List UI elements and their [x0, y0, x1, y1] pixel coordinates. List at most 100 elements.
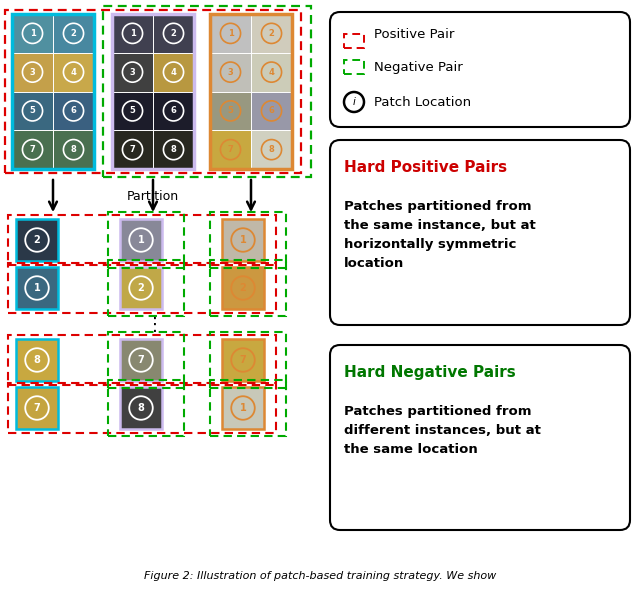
Text: Patches partitioned from
the same instance, but at
horizontally symmetric
locati: Patches partitioned from the same instan… — [344, 200, 536, 270]
Bar — [120, 387, 162, 429]
Bar — [53, 53, 94, 92]
Bar — [120, 219, 162, 261]
Text: 6: 6 — [269, 106, 275, 115]
Bar — [112, 14, 194, 169]
Text: 4: 4 — [70, 67, 76, 77]
Text: 1: 1 — [239, 403, 246, 413]
Bar — [222, 219, 264, 261]
Bar — [251, 92, 292, 130]
Text: 3: 3 — [228, 67, 234, 77]
Bar — [12, 14, 94, 169]
Text: 7: 7 — [239, 355, 246, 365]
Bar — [12, 92, 53, 130]
Text: 8: 8 — [138, 403, 145, 413]
FancyBboxPatch shape — [330, 140, 630, 325]
Bar — [112, 130, 153, 169]
Bar — [112, 14, 153, 53]
Bar — [120, 339, 162, 381]
Bar — [344, 34, 364, 48]
Bar — [8, 263, 276, 313]
Bar — [210, 212, 286, 268]
Bar — [222, 267, 264, 309]
Bar — [210, 260, 286, 316]
Bar — [12, 14, 53, 53]
Bar — [222, 387, 264, 429]
Text: Partition: Partition — [127, 190, 179, 203]
Bar — [112, 53, 153, 92]
Bar — [153, 14, 194, 53]
Bar — [108, 260, 184, 316]
Text: 2: 2 — [34, 235, 40, 245]
Bar — [16, 387, 58, 429]
Text: Negative Pair: Negative Pair — [374, 60, 463, 73]
Text: 4: 4 — [269, 67, 275, 77]
Text: 3: 3 — [130, 67, 136, 77]
Text: 2: 2 — [171, 29, 177, 38]
Bar — [53, 14, 94, 53]
Bar — [16, 267, 58, 309]
Text: 7: 7 — [34, 403, 40, 413]
Bar — [120, 339, 162, 381]
Bar — [120, 267, 162, 309]
Text: Patch Location: Patch Location — [374, 96, 471, 109]
Bar — [8, 383, 276, 433]
FancyBboxPatch shape — [330, 12, 630, 127]
Text: 6: 6 — [171, 106, 177, 115]
Bar — [53, 92, 94, 130]
Text: i: i — [353, 97, 355, 107]
Bar — [153, 53, 194, 92]
Circle shape — [344, 92, 364, 112]
Text: 8: 8 — [33, 355, 40, 365]
Bar — [222, 339, 264, 381]
Text: 2: 2 — [138, 283, 145, 293]
Text: Hard Positive Pairs: Hard Positive Pairs — [344, 161, 507, 176]
Bar — [222, 219, 264, 261]
Bar — [210, 130, 251, 169]
Text: Hard Negative Pairs: Hard Negative Pairs — [344, 365, 516, 381]
Bar — [12, 53, 53, 92]
Bar — [222, 387, 264, 429]
Text: 1: 1 — [129, 29, 136, 38]
Bar — [16, 339, 58, 381]
Text: 4: 4 — [171, 67, 177, 77]
Text: 3: 3 — [29, 67, 35, 77]
Bar — [12, 130, 53, 169]
Bar — [120, 267, 162, 309]
Bar — [210, 14, 292, 169]
Bar — [210, 332, 286, 388]
Bar — [108, 212, 184, 268]
Bar — [153, 130, 194, 169]
Text: 7: 7 — [138, 355, 145, 365]
Text: 1: 1 — [34, 283, 40, 293]
Bar — [103, 6, 311, 177]
Text: 5: 5 — [29, 106, 35, 115]
Bar — [120, 387, 162, 429]
Text: 1: 1 — [239, 235, 246, 245]
Bar — [16, 267, 58, 309]
Bar — [222, 267, 264, 309]
Text: Patches partitioned from
different instances, but at
the same location: Patches partitioned from different insta… — [344, 405, 541, 456]
Bar — [251, 14, 292, 53]
Text: 5: 5 — [129, 106, 136, 115]
FancyBboxPatch shape — [330, 345, 630, 530]
Text: 6: 6 — [70, 106, 76, 115]
Bar — [222, 339, 264, 381]
Bar — [16, 219, 58, 261]
Text: 7: 7 — [130, 145, 136, 154]
Bar — [210, 92, 251, 130]
Bar — [251, 130, 292, 169]
Text: ⋮: ⋮ — [146, 316, 164, 334]
Text: 8: 8 — [171, 145, 177, 154]
Bar — [16, 387, 58, 429]
Bar — [153, 92, 194, 130]
Bar — [344, 60, 364, 74]
Text: 8: 8 — [269, 145, 275, 154]
Bar — [210, 14, 251, 53]
Bar — [108, 380, 184, 436]
Text: 1: 1 — [138, 235, 145, 245]
Bar — [8, 335, 276, 385]
Bar — [210, 53, 251, 92]
Text: 2: 2 — [269, 29, 275, 38]
Text: Figure 2: Illustration of patch-based training strategy. We show: Figure 2: Illustration of patch-based tr… — [144, 571, 496, 581]
Text: Positive Pair: Positive Pair — [374, 28, 454, 41]
